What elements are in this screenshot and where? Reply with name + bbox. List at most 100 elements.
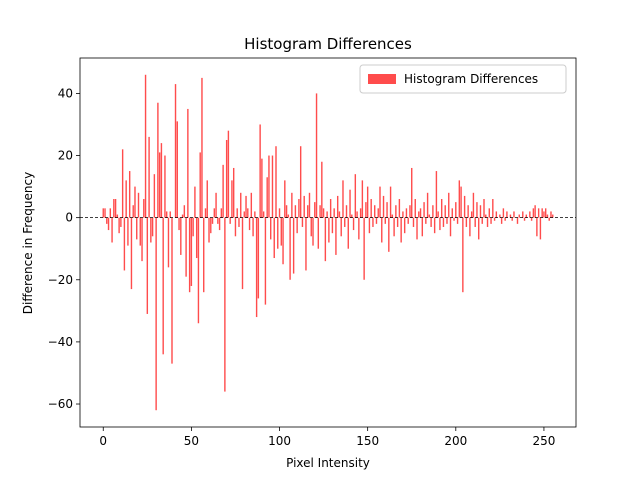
bar	[261, 158, 263, 218]
bar	[227, 130, 230, 218]
bar	[448, 192, 450, 218]
bar	[465, 217, 468, 227]
bar	[437, 211, 439, 218]
bar	[308, 192, 311, 218]
bar	[324, 217, 327, 262]
bar	[314, 202, 316, 218]
bar	[247, 208, 249, 218]
bar	[331, 217, 334, 234]
bar	[534, 205, 536, 218]
bar	[195, 217, 198, 259]
bar	[372, 217, 374, 227]
bar	[430, 217, 432, 227]
bar	[203, 217, 205, 293]
bar	[188, 217, 191, 293]
bar	[375, 217, 378, 224]
bar	[109, 208, 112, 218]
legend-swatch	[368, 74, 396, 84]
legend-box	[359, 64, 567, 94]
bar	[449, 217, 452, 237]
bar	[211, 217, 214, 224]
bar	[460, 186, 462, 218]
bar	[377, 208, 379, 218]
bar	[180, 217, 182, 255]
bar	[532, 208, 535, 218]
bar	[178, 217, 180, 231]
bar	[268, 155, 270, 218]
x-tick-label: 150	[356, 434, 379, 448]
bar	[264, 217, 267, 305]
bar	[162, 217, 164, 355]
bar	[329, 199, 332, 218]
bar	[502, 208, 505, 218]
bar	[284, 180, 286, 218]
bar	[252, 217, 254, 237]
bar	[418, 211, 420, 218]
bar	[190, 217, 193, 286]
bar	[240, 192, 242, 218]
bar	[155, 217, 157, 411]
bar	[504, 217, 506, 221]
bar	[106, 217, 108, 224]
bar	[349, 189, 351, 218]
bar	[224, 217, 226, 392]
bar	[446, 217, 448, 224]
bar	[166, 211, 168, 218]
bar	[405, 208, 408, 218]
bar	[359, 208, 362, 218]
bar	[192, 217, 194, 237]
bar	[208, 217, 210, 243]
bar	[423, 202, 425, 218]
bar	[285, 205, 288, 218]
bar	[388, 217, 390, 252]
bar	[187, 108, 189, 218]
bar	[298, 199, 300, 218]
y-tick-label: 40	[58, 86, 73, 100]
bar	[292, 217, 295, 274]
bar	[541, 208, 543, 218]
y-tick-label: −20	[48, 273, 73, 287]
bar	[529, 211, 531, 218]
bar	[262, 211, 265, 218]
bar	[299, 146, 302, 218]
bar	[543, 211, 545, 218]
chart-title: Histogram Differences	[244, 35, 412, 53]
bar	[544, 208, 547, 218]
bar	[148, 136, 150, 218]
bar	[474, 217, 476, 227]
bar	[153, 174, 156, 218]
bar	[271, 155, 274, 218]
bar	[241, 217, 244, 290]
bar	[479, 205, 482, 218]
bar	[352, 217, 355, 231]
bar	[389, 186, 392, 218]
bar	[326, 211, 328, 218]
bar	[458, 180, 461, 218]
bar	[335, 217, 337, 255]
bar	[143, 199, 145, 218]
bar	[167, 217, 170, 268]
bar	[287, 214, 290, 218]
bar	[453, 217, 455, 221]
bar	[144, 74, 147, 218]
bar	[157, 102, 159, 218]
bar	[428, 214, 431, 218]
x-tick-label: 200	[444, 434, 467, 448]
bar	[114, 199, 117, 218]
bar	[231, 180, 233, 218]
bar	[366, 186, 369, 218]
bar	[220, 208, 223, 218]
bar	[356, 211, 358, 218]
bar	[439, 217, 441, 231]
bar	[243, 211, 245, 218]
bar	[204, 208, 207, 218]
bar	[493, 217, 496, 221]
bar	[338, 211, 341, 218]
bar	[222, 164, 224, 218]
bar	[294, 205, 297, 218]
bar	[354, 174, 357, 218]
bar	[199, 152, 201, 218]
bar	[160, 143, 163, 218]
bar	[342, 180, 344, 218]
bar	[340, 217, 342, 237]
